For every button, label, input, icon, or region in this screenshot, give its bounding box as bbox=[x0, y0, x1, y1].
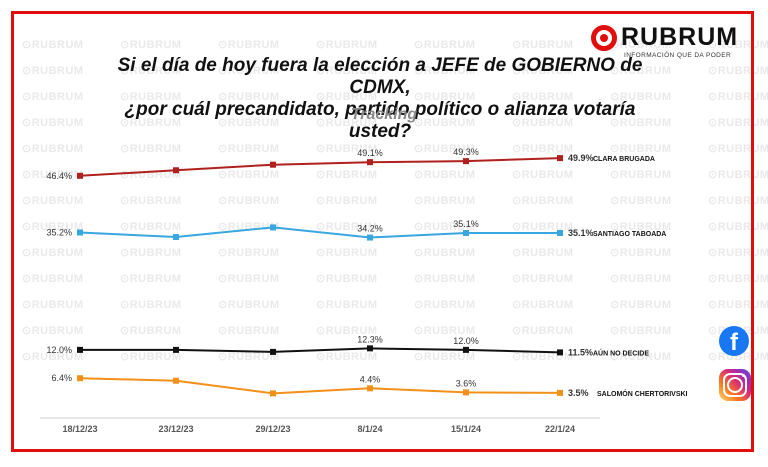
x-tick-label: 29/12/23 bbox=[255, 424, 290, 434]
logo-circle-icon bbox=[591, 25, 617, 51]
data-label: 49.1% bbox=[357, 148, 383, 158]
series-line bbox=[79, 377, 561, 395]
logo-name: RUBRUM bbox=[621, 23, 739, 51]
data-point bbox=[77, 346, 83, 353]
data-label: 11.5% bbox=[568, 347, 593, 357]
footer-url[interactable]: www.rubrum.info bbox=[347, 441, 421, 451]
data-point bbox=[463, 389, 469, 396]
data-point bbox=[557, 349, 563, 356]
series-name-label: AÚN NO DECIDE bbox=[593, 348, 649, 357]
series-name-label: CLARA BRUGADA bbox=[593, 156, 655, 163]
data-point bbox=[367, 385, 373, 392]
data-point bbox=[367, 234, 373, 241]
chart-title: Si el día de hoy fuera la elección a JEF… bbox=[100, 55, 660, 143]
instagram-lens bbox=[727, 377, 743, 393]
data-point bbox=[77, 229, 83, 236]
data-label: 3.5% bbox=[568, 388, 589, 398]
data-label: 35.1% bbox=[453, 219, 479, 229]
x-tick-label: 23/12/23 bbox=[158, 424, 193, 434]
instagram-icon[interactable] bbox=[719, 369, 751, 401]
data-label: 6.4% bbox=[51, 373, 72, 383]
data-label: 3.6% bbox=[456, 378, 477, 388]
data-point bbox=[557, 229, 563, 236]
series-line bbox=[79, 226, 560, 239]
data-point bbox=[270, 390, 276, 397]
chart-title-line-2: ¿por cuál precandidato, partido político… bbox=[124, 99, 636, 142]
series-name-label: SANTIAGO TABOADA bbox=[593, 231, 666, 238]
facebook-icon[interactable]: f bbox=[719, 326, 749, 356]
data-label: 35.1% bbox=[568, 228, 594, 238]
data-point bbox=[270, 224, 276, 231]
data-label: 34.2% bbox=[357, 224, 383, 234]
x-tick-label: 8/1/24 bbox=[357, 424, 382, 434]
data-point bbox=[173, 377, 179, 384]
instagram-flash bbox=[742, 374, 745, 377]
data-label: 49.9% bbox=[568, 153, 594, 163]
data-point bbox=[173, 346, 179, 353]
data-point bbox=[463, 229, 469, 236]
data-point bbox=[173, 234, 179, 241]
data-label: 12.0% bbox=[453, 336, 479, 346]
data-point bbox=[77, 375, 83, 382]
data-point bbox=[367, 159, 373, 166]
data-point bbox=[270, 348, 276, 355]
data-point bbox=[463, 158, 469, 165]
x-tick-label: 22/1/24 bbox=[545, 424, 575, 434]
data-label: 12.0% bbox=[46, 345, 72, 355]
data-point bbox=[173, 167, 179, 174]
rubrum-logo: RUBRUM INFORMACIÓN QUE DA PODER bbox=[591, 23, 741, 63]
chart-subtitle: Tracking bbox=[350, 106, 418, 123]
x-tick-label: 18/12/23 bbox=[62, 424, 97, 434]
data-point bbox=[557, 155, 563, 162]
instagram-frame bbox=[723, 373, 747, 397]
series-line bbox=[79, 157, 561, 177]
data-point bbox=[367, 345, 373, 352]
data-point bbox=[270, 161, 276, 168]
data-label: 49.3% bbox=[453, 147, 479, 157]
x-tick-label: 15/1/24 bbox=[451, 424, 481, 434]
data-point bbox=[557, 389, 563, 396]
logo-tagline: INFORMACIÓN QUE DA PODER bbox=[624, 52, 732, 59]
data-label: 35.2% bbox=[46, 227, 72, 237]
series-line bbox=[80, 347, 561, 354]
data-label: 46.4% bbox=[46, 171, 72, 181]
data-point bbox=[77, 172, 83, 179]
data-label: 4.4% bbox=[360, 374, 381, 384]
red-border bbox=[11, 11, 754, 452]
chart-title-line-1: Si el día de hoy fuera la elección a JEF… bbox=[117, 55, 643, 98]
data-point bbox=[463, 346, 469, 353]
series-name-label: SALOMÓN CHERTORIVSKI bbox=[597, 389, 688, 398]
data-label: 12.3% bbox=[357, 334, 383, 344]
